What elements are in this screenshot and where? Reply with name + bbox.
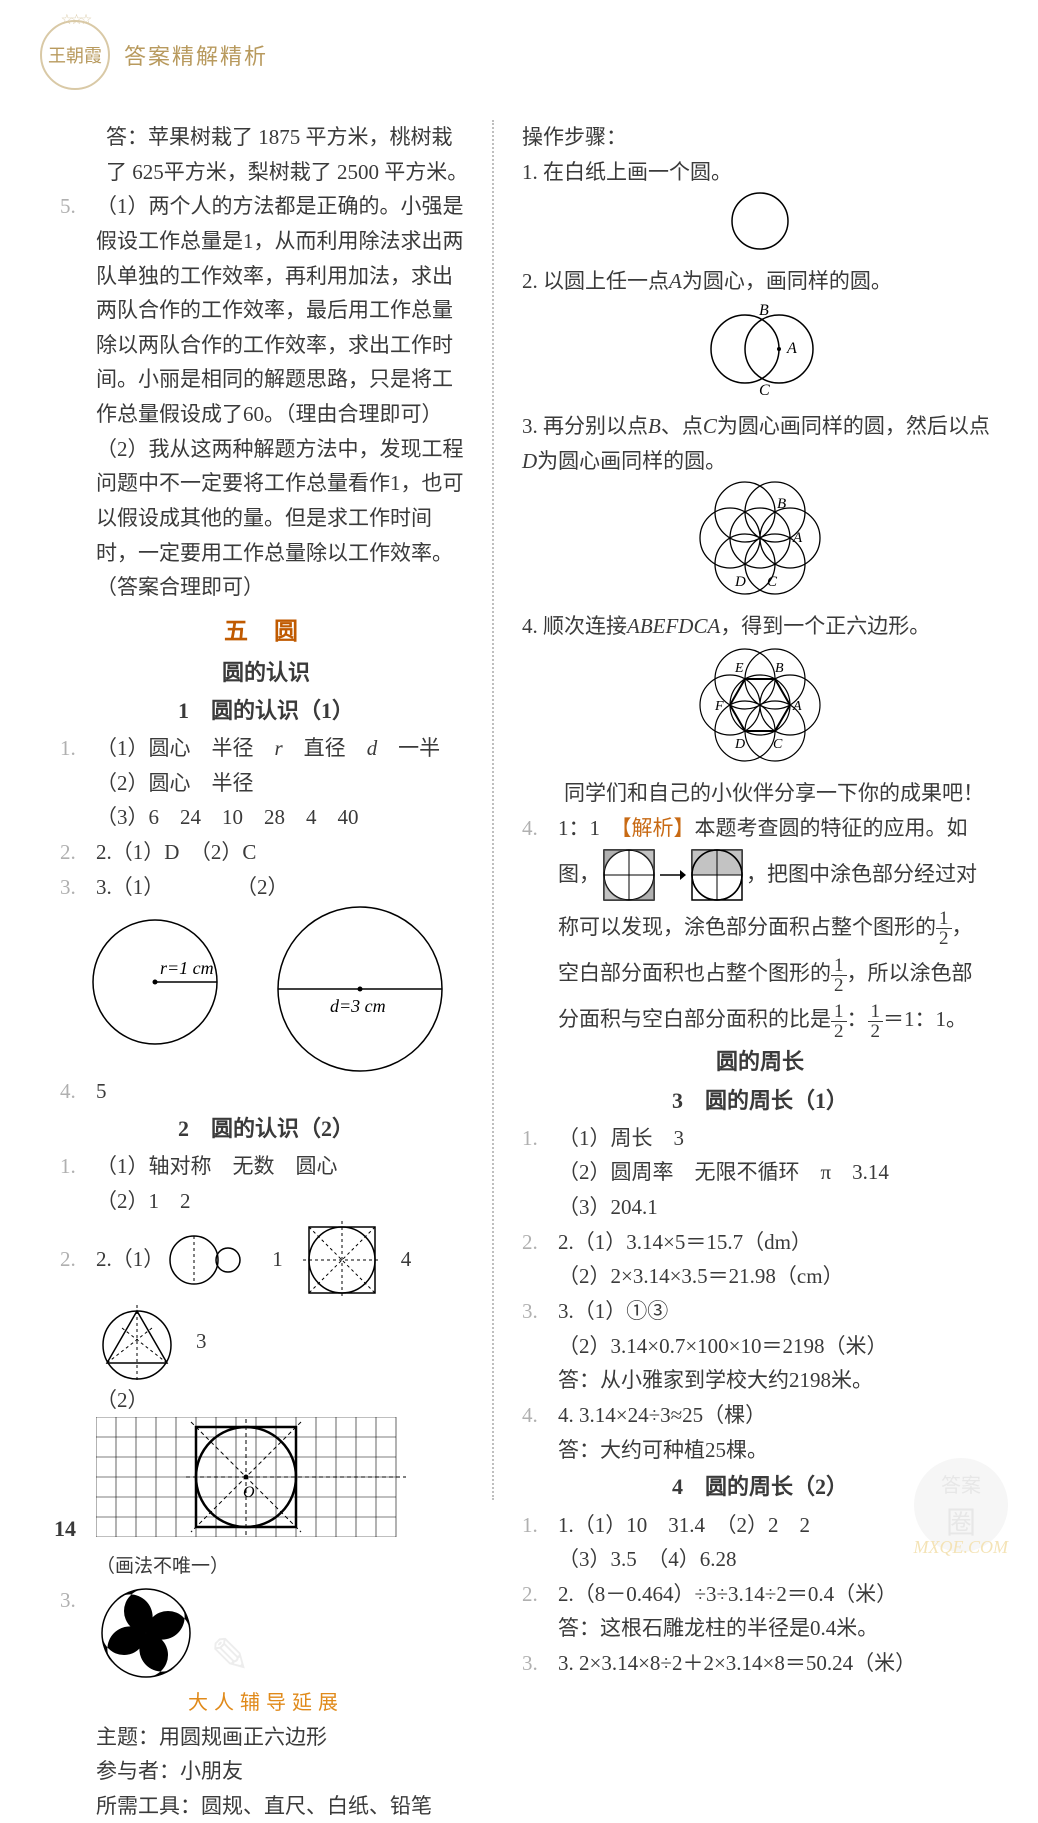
d-label: d=3 cm (330, 996, 386, 1016)
r3-fig: B A D C (522, 478, 998, 609)
q5-1-text: （1）两个人的方法都是正确的。小强是假设工作总量是1，从而利用除法求出两队单独的… (96, 189, 472, 431)
col-right: 操作步骤： 1. 在白纸上画一个圆。 2. 以圆上任一点A为圆心，画同样的圆。 … (494, 120, 1038, 1500)
m2-1: 2. 2.（1） 1 4 (60, 1219, 472, 1301)
svg-text:A: A (792, 530, 803, 546)
sec-zc: 圆的周长 (522, 1044, 998, 1080)
svg-text:D: D (734, 737, 745, 752)
p4-1: 4.4. 3.14×24÷3≈25（棵） (522, 1398, 998, 1433)
header-title: 答案精解精析 (124, 39, 268, 71)
svg-text:O: O (243, 1484, 255, 1501)
p1-2: （2）圆周率 无限不循环 π 3.14 (522, 1155, 998, 1190)
watermark-url: MXQE.COM (914, 1537, 1008, 1558)
svg-text:B: B (777, 496, 786, 512)
q2-2: 答：这根石雕龙柱的半径是0.4米。 (522, 1611, 998, 1646)
p1-3: （3）204.1 (522, 1190, 998, 1225)
l2: 2.2.（1）D （2）C (60, 835, 472, 870)
r5-line2: 图， ，把图中涂色部分经过对 (522, 846, 998, 904)
q2-1: 2.2.（8－0.464）÷3÷3.14÷2＝0.4（米） (522, 1577, 998, 1612)
two-circles-icon (164, 1230, 254, 1290)
triangle-circle-icon (96, 1301, 178, 1383)
r1: 1. 在白纸上画一个圆。 (522, 155, 998, 190)
page-number: 14 (54, 1516, 76, 1542)
section-5-sub: 圆的认识 (60, 655, 472, 691)
t3: 所需工具：圆规、直尺、白纸、铅笔 (60, 1789, 472, 1823)
grid-diagram: O (96, 1417, 456, 1537)
r2: 2. 以圆上任一点A为圆心，画同样的圆。 (522, 264, 998, 299)
arrow-icon (658, 865, 688, 885)
r5-line3: 称可以发现，涂色部分面积占整个图形的12， (522, 904, 998, 950)
square-fold-1 (600, 846, 658, 904)
t2: 参与者：小朋友 (60, 1754, 472, 1789)
r5-line5: 分面积与空白部分面积的比是12：12＝1：1。 (522, 996, 998, 1042)
square-circle-icon (301, 1219, 383, 1301)
grid-note: （画法不唯一） (96, 1556, 229, 1577)
section-5-title: 五 圆 (60, 613, 472, 653)
svg-text:A: A (792, 699, 802, 714)
sec-zc1: 3 圆的周长（1） (522, 1083, 998, 1119)
r2-fig: B A C (522, 299, 998, 410)
ans-apple: 答：苹果树栽了 1875 平方米，桃树栽了 625平方米，梨树栽了 2500 平… (60, 120, 472, 189)
svg-text:C: C (767, 574, 778, 590)
pinwheel-icon (96, 1583, 196, 1683)
crown-icon: ☆☆☆ (61, 12, 90, 29)
r5-line1: 4. 1：1 【解析】本题考查圆的特征的应用。如 (522, 811, 998, 846)
svg-text:B: B (775, 661, 784, 676)
p2-2: （2）2×3.14×3.5＝21.98（cm） (522, 1259, 998, 1294)
grid-fig: O （画法不唯一） (60, 1417, 472, 1582)
tutor-watermark: ✎ (210, 1617, 256, 1696)
p3-2: （2）3.14×0.7×100×10＝2198（米） (522, 1329, 998, 1364)
p1-1: 1.（1）周长 3 (522, 1121, 998, 1156)
svg-text:C: C (773, 737, 783, 752)
num-5: 5. (60, 189, 96, 224)
l4: 4.5 (60, 1074, 472, 1109)
page-header: ☆☆☆ 王朝霞 答案精解精析 (40, 20, 268, 90)
page-body-real: 答：苹果树栽了 1875 平方米，桃树栽了 625平方米，梨树栽了 2500 平… (0, 120, 1038, 1500)
r1-fig (522, 189, 998, 264)
m2-3: 3 (60, 1301, 472, 1383)
tutor-heading: ✎ 大人辅导延展 (60, 1687, 472, 1720)
logo-text: 王朝霞 (48, 42, 102, 68)
svg-text:D: D (734, 574, 746, 590)
p3-1: 3.3.（1）①③ (522, 1294, 998, 1329)
r3: 3. 再分别以点B、点C为圆心画同样的圆，然后以点D为圆心画同样的圆。 (522, 409, 998, 478)
r-label: r=1 cm (160, 958, 214, 978)
t1: 主题：用圆规画正六边形 (60, 1720, 472, 1755)
svg-text:A: A (786, 340, 797, 357)
l1-1: 1.（1）圆心 半径 r 直径 d 一半 (60, 731, 472, 766)
l1-2: （2）圆心 半径 (60, 766, 472, 801)
q5-part2: （2）我从这两种解题方法中，发现工程问题中不一定要将工作总量看作1，也可以假设成… (60, 432, 472, 605)
q5-part1: 5. （1）两个人的方法都是正确的。小强是假设工作总量是1，从而利用除法求出两队… (60, 189, 472, 431)
l3: 3. 3.（1） （2） (60, 870, 472, 905)
r4: 4. 顺次连接ABEFDCA，得到一个正六边形。 (522, 609, 998, 644)
q3-1: 3.3. 2×3.14×8÷2＋2×3.14×8＝50.24（米） (522, 1646, 998, 1681)
r4-fig: E B F A D C (522, 644, 998, 777)
p2-1: 2.2.（1）3.14×5＝15.7（dm） (522, 1225, 998, 1260)
m1-1: 1.（1）轴对称 无数 圆心 (60, 1149, 472, 1184)
r0: 操作步骤： (522, 120, 998, 155)
watermark: 答案 圈 MXQE.COM (914, 1458, 1008, 1552)
col-left: 答：苹果树栽了 1875 平方米，桃树栽了 625平方米，梨树栽了 2500 平… (0, 120, 494, 1500)
svg-text:F: F (714, 699, 724, 714)
circles-diagram: r=1 cm d=3 cm (60, 904, 470, 1074)
svg-text:E: E (734, 661, 744, 676)
section-5-sub-2: 2 圆的认识（2） (60, 1111, 472, 1147)
square-fold-2 (688, 846, 746, 904)
logo-badge: ☆☆☆ 王朝霞 (40, 20, 110, 90)
r5-line4: 空白部分面积也占整个图形的12，所以涂色部 (522, 950, 998, 996)
section-5-sub-1: 1 圆的认识（1） (60, 693, 472, 729)
p3-3: 答：从小雅家到学校大约2198米。 (522, 1363, 998, 1398)
r4-note: 同学们和自己的小伙伴分享一下你的成果吧！ (522, 776, 998, 811)
m1-2: （2）1 2 (60, 1184, 472, 1219)
svg-text:C: C (759, 382, 770, 399)
l1-3: （3）6 24 10 28 4 40 (60, 800, 472, 835)
m2-b: （2） (60, 1383, 472, 1418)
q5-2-text: （2）我从这两种解题方法中，发现工程问题中不一定要将工作总量看作1，也可以假设成… (96, 432, 472, 605)
m3: 3. (60, 1583, 472, 1683)
svg-text:B: B (759, 302, 769, 319)
